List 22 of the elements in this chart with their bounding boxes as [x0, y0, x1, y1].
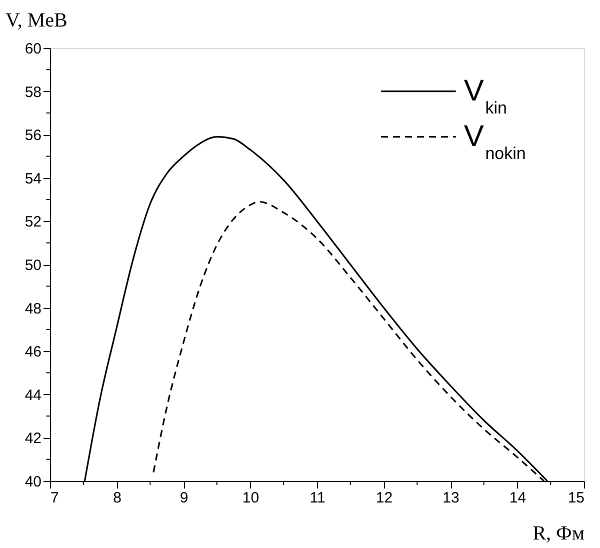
y-tick-label: 44: [24, 386, 42, 404]
y-tick-label: 46: [24, 344, 42, 361]
y-tick-label: 48: [24, 300, 42, 318]
x-tick-label: 9: [180, 490, 188, 506]
y-tick-label: 40: [24, 474, 42, 490]
x-tick-label: 14: [509, 490, 526, 506]
x-tick-label: 8: [113, 490, 122, 506]
y-tick-label: 58: [24, 84, 42, 101]
x-tick-label: 12: [376, 490, 393, 506]
y-tick-label: 50: [24, 257, 42, 274]
y-tick-label: 42: [24, 430, 42, 448]
y-tick-label: 52: [24, 214, 42, 231]
y-tick-label: 56: [24, 127, 42, 144]
x-axis-title: R, Фм: [532, 522, 585, 544]
y-axis-title: V, MeB: [6, 10, 68, 32]
x-tick-label: 7: [50, 490, 59, 506]
x-tick-label: 11: [310, 490, 326, 506]
x-tick-label: 13: [442, 490, 460, 506]
y-tick-label: 60: [24, 40, 42, 58]
x-tick-label: 15: [568, 490, 584, 506]
x-tick-label: 10: [242, 490, 260, 506]
y-tick-label: 54: [24, 170, 42, 188]
